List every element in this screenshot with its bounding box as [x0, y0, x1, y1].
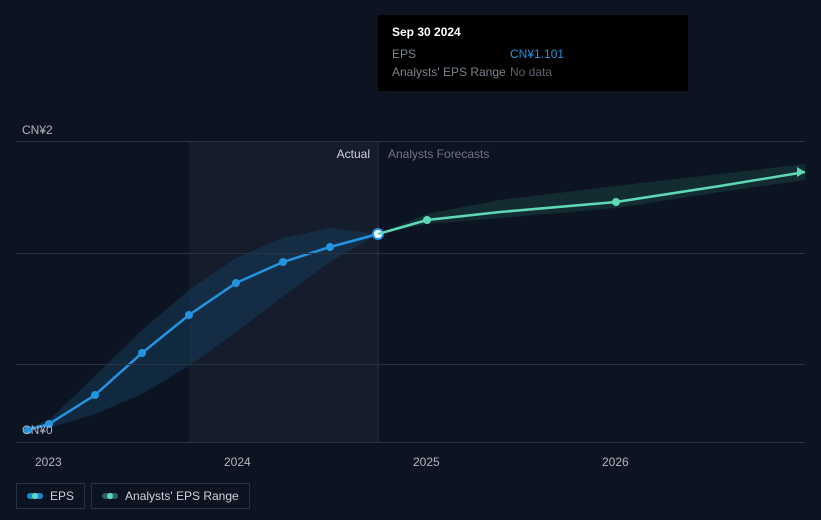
tooltip-label: EPS: [392, 47, 510, 61]
x-axis-label: 2023: [35, 455, 62, 469]
tooltip-label: Analysts' EPS Range: [392, 65, 510, 79]
gridline: [16, 141, 805, 142]
legend: EPS Analysts' EPS Range: [16, 483, 250, 509]
tooltip-value: CN¥1.101: [510, 47, 564, 61]
eps-chart: CN¥2 CN¥0 2023 2024 2025 2026 Actual Ana…: [0, 0, 821, 520]
tooltip-date: Sep 30 2024: [392, 25, 674, 39]
gridline: [16, 364, 805, 365]
tooltip-row: Analysts' EPS Range No data: [392, 63, 674, 81]
gridline: [16, 253, 805, 254]
y-axis-label: CN¥2: [22, 123, 53, 137]
region-label-actual: Actual: [337, 147, 370, 161]
tooltip-value: No data: [510, 65, 552, 79]
legend-swatch-icon: [102, 493, 118, 499]
chart-tooltip: Sep 30 2024 EPS CN¥1.101 Analysts' EPS R…: [378, 15, 688, 91]
legend-item-range[interactable]: Analysts' EPS Range: [91, 483, 250, 509]
legend-label: Analysts' EPS Range: [125, 489, 239, 503]
x-axis-label: 2024: [224, 455, 251, 469]
legend-item-eps[interactable]: EPS: [16, 483, 85, 509]
gridline: [16, 442, 805, 443]
legend-label: EPS: [50, 489, 74, 503]
x-axis-label: 2026: [602, 455, 629, 469]
legend-swatch-icon: [27, 493, 43, 499]
y-axis-label: CN¥0: [22, 423, 53, 437]
x-axis-label: 2025: [413, 455, 440, 469]
tooltip-row: EPS CN¥1.101: [392, 45, 674, 63]
region-label-forecast: Analysts Forecasts: [388, 147, 489, 161]
